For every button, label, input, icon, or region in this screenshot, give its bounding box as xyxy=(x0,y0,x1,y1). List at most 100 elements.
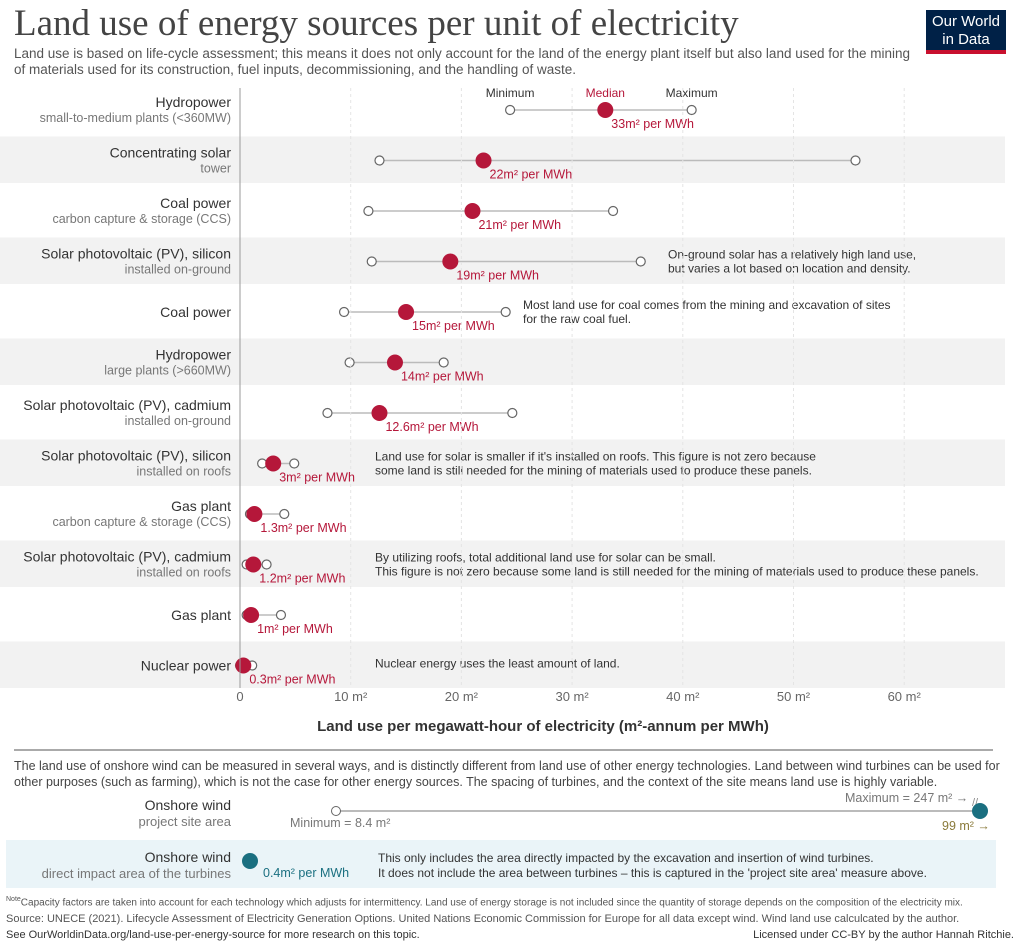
median-label: 3m² per MWh xyxy=(279,471,355,485)
annotation: By utilizing roofs, total additional lan… xyxy=(375,551,716,565)
wind-intro-text: The land use of onshore wind can be meas… xyxy=(14,759,1000,789)
x-tick-label: 10 m² xyxy=(334,689,368,704)
min-label: Minimum = 8.4 m² xyxy=(290,816,390,830)
x-tick-label: 0 xyxy=(236,689,243,704)
row-label: Solar photovoltaic (PV), silicon xyxy=(41,448,231,464)
legend-maximum: Maximum xyxy=(666,86,718,100)
annotation: Land use for solar is smaller if it's in… xyxy=(375,450,816,464)
row-label: Onshore wind xyxy=(145,797,231,813)
median-point xyxy=(475,152,492,169)
x-tick-label: 50 m² xyxy=(777,689,811,704)
row-sublabel: small-to-medium plants (<360MW) xyxy=(40,111,231,125)
row-sublabel: installed on-ground xyxy=(125,263,231,277)
row-band xyxy=(0,641,1005,688)
min-point xyxy=(344,357,355,368)
row-sublabel: carbon capture & storage (CCS) xyxy=(52,515,231,529)
min-point xyxy=(374,155,385,166)
logo-line2: in Data xyxy=(942,31,990,48)
row-sublabel: project site area xyxy=(139,814,232,829)
max-point xyxy=(438,357,449,368)
median-label: 1.2m² per MWh xyxy=(259,572,345,586)
min-point xyxy=(363,205,374,217)
median-point xyxy=(442,253,459,270)
row-label: Concentrating solar xyxy=(110,145,232,161)
row-band xyxy=(0,540,1005,587)
median-label: 22m² per MWh xyxy=(490,168,573,182)
x-tick-label: 60 m² xyxy=(888,689,922,704)
median-label: 33m² per MWh xyxy=(611,117,694,131)
note-text: Capacity factors are taken into account … xyxy=(20,897,963,909)
median-label: 99 m² → xyxy=(942,819,990,833)
annotation: Most land use for coal comes from the mi… xyxy=(523,298,891,312)
row-label: Gas plant xyxy=(171,498,231,514)
footer-license: Licensed under CC-BY by the author Hanna… xyxy=(753,929,1014,941)
legend-median: Median xyxy=(586,86,625,100)
max-label: Maximum = 247 m² → xyxy=(845,791,968,805)
max-point xyxy=(850,155,861,166)
row-sublabel: carbon capture & storage (CCS) xyxy=(52,212,231,226)
median-label: 21m² per MWh xyxy=(478,218,561,232)
annotation: for the raw coal fuel. xyxy=(523,312,631,326)
median-label: 12.6m² per MWh xyxy=(385,420,478,434)
chart-subtitle: Land use is based on life-cycle assessme… xyxy=(14,46,911,77)
row-sublabel: installed on roofs xyxy=(136,566,231,580)
median-point xyxy=(265,455,282,472)
footer-see-link[interactable]: See OurWorldinData.org/land-use-per-ener… xyxy=(6,929,420,941)
owid-logo[interactable]: Our World in Data xyxy=(926,10,1006,54)
row-label: Gas plant xyxy=(171,607,231,623)
median-label: 15m² per MWh xyxy=(412,319,495,333)
median-point xyxy=(398,304,415,320)
logo-line1: Our World xyxy=(931,13,1001,30)
row-label: Hydropower xyxy=(156,94,232,110)
note-prefix: Note xyxy=(6,896,21,903)
median-point xyxy=(245,556,262,573)
max-point xyxy=(275,609,287,621)
median-label: 14m² per MWh xyxy=(401,370,484,384)
min-point xyxy=(331,806,341,816)
median-label: 0.3m² per MWh xyxy=(249,673,335,687)
max-point xyxy=(289,458,300,469)
row-label: Onshore wind xyxy=(145,849,231,865)
median-point xyxy=(386,354,403,371)
min-point xyxy=(366,256,377,267)
row-band xyxy=(6,840,996,888)
median-label: 0.4m² per MWh xyxy=(263,866,349,880)
median-label: 19m² per MWh xyxy=(456,269,539,283)
row-label: Coal power xyxy=(160,195,231,211)
annotation: Nuclear energy uses the least amount of … xyxy=(375,657,620,671)
footer-source: Source: UNECE (2021). Lifecycle Assessme… xyxy=(6,913,960,925)
row-label: Solar photovoltaic (PV), silicon xyxy=(41,246,231,262)
annotation: It does not include the area between tur… xyxy=(378,866,927,880)
chart-title: Land use of energy sources per unit of e… xyxy=(14,3,739,44)
min-point xyxy=(505,104,516,116)
max-point xyxy=(607,205,619,217)
max-point xyxy=(686,104,697,116)
annotation: This only includes the area directly imp… xyxy=(378,851,874,865)
median-point xyxy=(242,853,258,869)
min-point xyxy=(322,407,333,419)
row-label: Solar photovoltaic (PV), cadmium xyxy=(23,397,231,413)
median-point xyxy=(597,102,614,118)
max-point xyxy=(261,559,272,570)
row-sublabel: direct impact area of the turbines xyxy=(42,866,232,881)
median-point xyxy=(371,405,388,421)
annotation: On-ground solar has a relatively high la… xyxy=(668,248,916,262)
row-label: Coal power xyxy=(160,304,231,320)
max-point xyxy=(635,256,646,267)
annotation: some land is still needed for the mining… xyxy=(375,464,812,478)
max-point xyxy=(507,407,518,419)
row-band xyxy=(0,338,1005,385)
x-axis-title: Land use per megawatt-hour of electricit… xyxy=(317,718,769,735)
median-label: 1.3m² per MWh xyxy=(260,521,346,535)
max-point xyxy=(500,306,511,318)
median-point xyxy=(243,607,260,623)
max-point xyxy=(279,508,290,520)
median-label: 1m² per MWh xyxy=(257,622,333,636)
x-tick-label: 20 m² xyxy=(445,689,479,704)
median-point xyxy=(464,203,481,219)
row-sublabel: tower xyxy=(200,162,231,176)
median-point xyxy=(246,506,263,522)
x-tick-label: 30 m² xyxy=(555,689,589,704)
row-band xyxy=(0,439,1005,486)
